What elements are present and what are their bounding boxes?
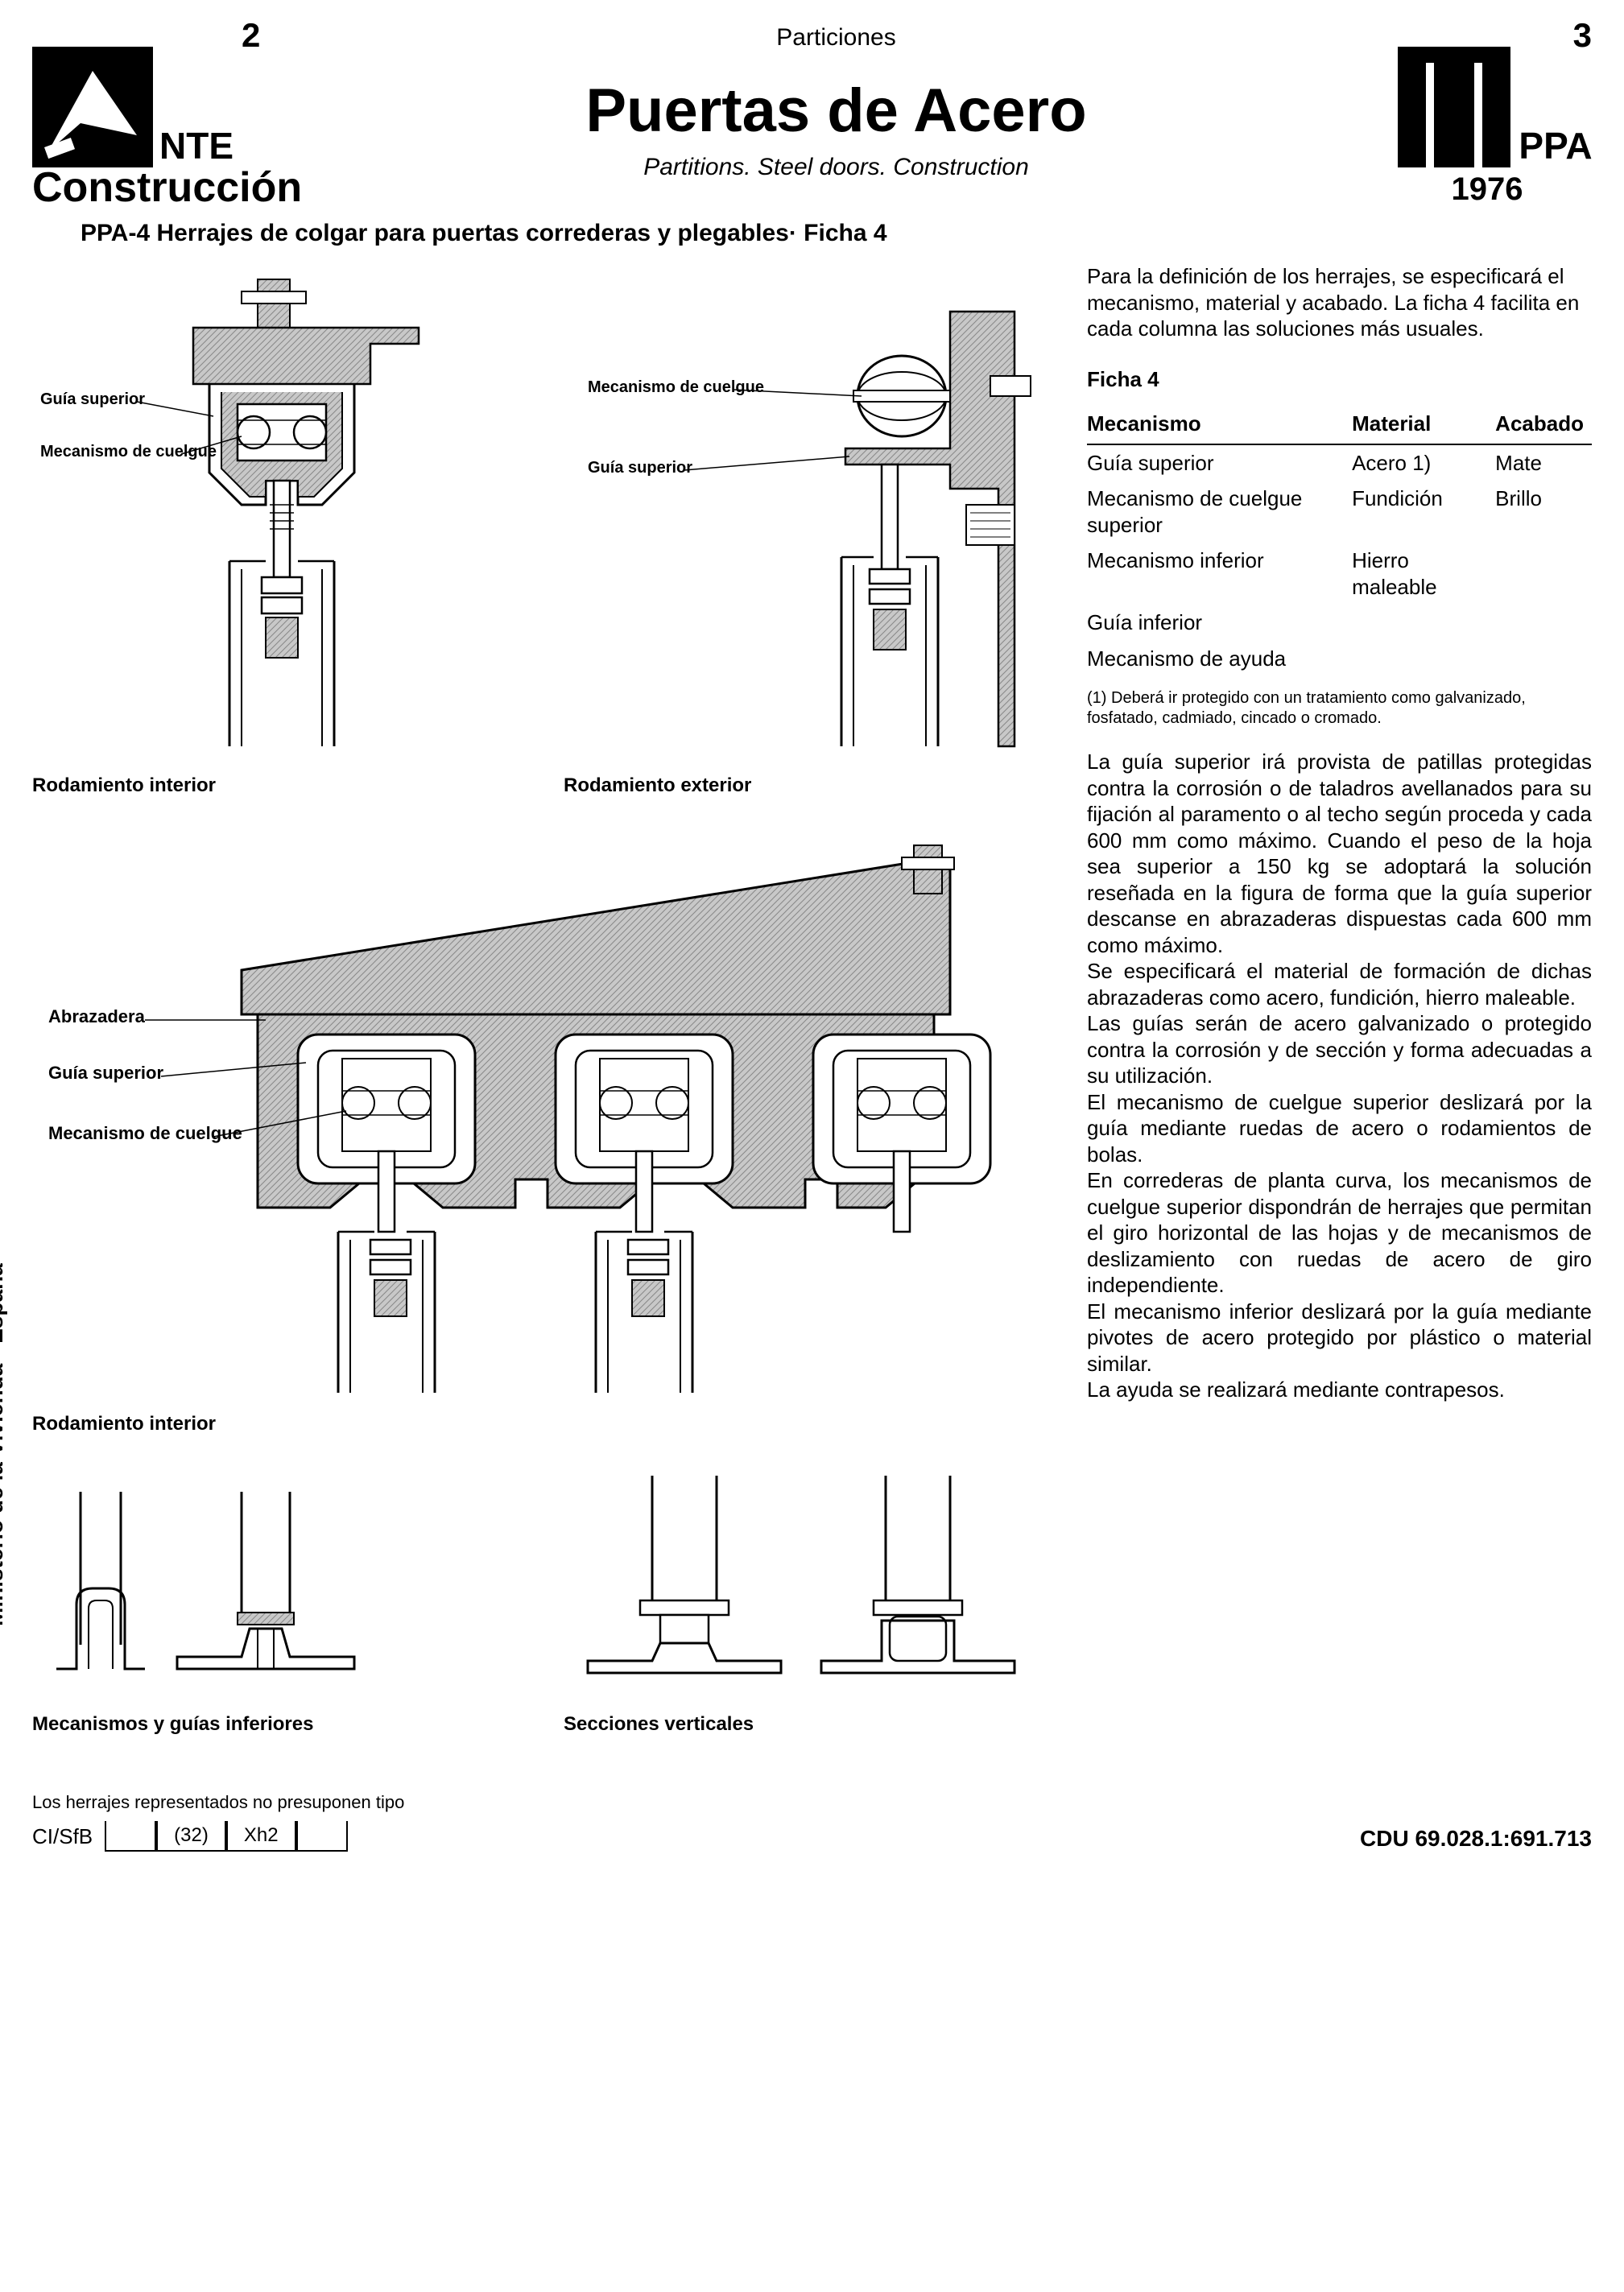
- classification-row: CI/SfB (32)Xh2: [32, 1821, 404, 1852]
- cdu-code: CDU 69.028.1:691.713: [1360, 1826, 1592, 1852]
- diagram-svg-1: Guía superior Mecanismo de cuelgue: [32, 263, 531, 762]
- body-paragraph: En correderas de planta curva, los mecan…: [1087, 1167, 1592, 1299]
- th-material: Material: [1352, 404, 1495, 444]
- table-cell: [1495, 641, 1592, 677]
- ficha-label: Ficha 4: [1087, 366, 1592, 393]
- diagram-svg-3: Abrazadera Guía superior Mecanismo de cu…: [32, 821, 1063, 1401]
- label-abr-3: Abrazadera: [48, 1006, 146, 1026]
- diagrams-column: Guía superior Mecanismo de cuelgue Rodam…: [32, 263, 1063, 1760]
- class-boxes: (32)Xh2: [105, 1821, 347, 1852]
- ministry-vertical-text: Ministerio de la Vivienda - España: [0, 1263, 8, 1626]
- table-cell: [1495, 605, 1592, 641]
- footer-left: Los herrajes representados no presuponen…: [32, 1792, 404, 1852]
- table-cell: [1495, 543, 1592, 605]
- page-footer: Los herrajes representados no presuponen…: [32, 1792, 1592, 1852]
- body-paragraph: El mecanismo de cuelgue superior desliza…: [1087, 1089, 1592, 1168]
- table-cell: Guía superior: [1087, 444, 1352, 481]
- table-cell: [1352, 605, 1495, 641]
- subheading: PPA-4 Herrajes de colgar para puertas co…: [81, 220, 1592, 247]
- class-label: CI/SfB: [32, 1824, 93, 1849]
- door-icon: [1398, 47, 1510, 167]
- table-row: Guía inferior: [1087, 605, 1592, 641]
- diagram-svg-5: [564, 1460, 1063, 1701]
- label-mec-3: Mecanismo de cuelgue: [48, 1123, 242, 1143]
- header-left-block: 2 NTE Construcción: [32, 16, 290, 212]
- diagram-interior-bearing: Guía superior Mecanismo de cuelgue Rodam…: [32, 263, 531, 797]
- diagram-vertical-sections: Secciones verticales: [564, 1460, 1063, 1736]
- body-paragraph: El mecanismo inferior deslizará por la g…: [1087, 1299, 1592, 1377]
- class-box: [105, 1821, 156, 1852]
- class-box: [296, 1821, 348, 1852]
- page-header: 2 NTE Construcción Particiones Puertas d…: [32, 16, 1592, 212]
- subtitle-italic: Partitions. Steel doors. Construction: [306, 154, 1366, 181]
- footer-note: Los herrajes representados no presuponen…: [32, 1792, 404, 1813]
- table-cell: Fundición: [1352, 481, 1495, 543]
- header-right-block: 3 PPA 1976: [1382, 16, 1592, 208]
- table-cell: [1352, 641, 1495, 677]
- year-label: 1976: [1452, 171, 1523, 208]
- main-title: Puertas de Acero: [306, 76, 1366, 146]
- table-row: Mecanismo de ayuda: [1087, 641, 1592, 677]
- table-cell: Mecanismo de cuelgue superior: [1087, 481, 1352, 543]
- diagram-row-3: Mecanismos y guías inferiores: [32, 1460, 1063, 1736]
- table-footnote: (1) Deberá ir protegido con un tratamien…: [1087, 688, 1592, 729]
- right-column: Para la definición de los herrajes, se e…: [1087, 263, 1592, 1760]
- nte-label: NTE: [159, 124, 233, 167]
- diagram-svg-4: [32, 1460, 531, 1701]
- table-cell: Mate: [1495, 444, 1592, 481]
- body-paragraph: La ayuda se realizará mediante contrapes…: [1087, 1377, 1592, 1403]
- body-paragraph: Se especificará el material de formación…: [1087, 958, 1592, 1010]
- table-row: Guía superiorAcero 1)Mate: [1087, 444, 1592, 481]
- particiones-label: Particiones: [306, 24, 1366, 52]
- diagram-exterior-bearing: Mecanismo de cuelgue Guía superior Rodam…: [564, 263, 1063, 797]
- table-cell: Mecanismo de ayuda: [1087, 641, 1352, 677]
- diagram-bottom-guides: Mecanismos y guías inferiores: [32, 1460, 531, 1736]
- class-box: (32): [156, 1821, 226, 1852]
- caption-d4: Mecanismos y guías inferiores: [32, 1713, 531, 1736]
- intro-paragraph: Para la definición de los herrajes, se e…: [1087, 263, 1592, 342]
- table-row: Mecanismo de cuelgue superiorFundiciónBr…: [1087, 481, 1592, 543]
- table-row: Mecanismo inferiorHierro maleable: [1087, 543, 1592, 605]
- table-cell: Hierro maleable: [1352, 543, 1495, 605]
- th-acabado: Acabado: [1495, 404, 1592, 444]
- table-cell: Mecanismo inferior: [1087, 543, 1352, 605]
- label-guia-2: Guía superior: [588, 459, 692, 477]
- class-box: Xh2: [226, 1821, 296, 1852]
- caption-d2: Rodamiento exterior: [564, 774, 1063, 797]
- th-mecanismo: Mecanismo: [1087, 404, 1352, 444]
- content-area: Guía superior Mecanismo de cuelgue Rodam…: [32, 263, 1592, 1760]
- table-cell: Acero 1): [1352, 444, 1495, 481]
- label-guia-3: Guía superior: [48, 1063, 163, 1083]
- spec-table: Mecanismo Material Acabado Guía superior…: [1087, 404, 1592, 676]
- page-number-left: 2: [242, 16, 260, 55]
- diagram-svg-2: Mecanismo de cuelgue Guía superior: [564, 263, 1063, 762]
- table-cell: Brillo: [1495, 481, 1592, 543]
- header-center-block: Particiones Puertas de Acero Partitions.…: [306, 16, 1366, 181]
- body-paragraph: Las guías serán de acero galvanizado o p…: [1087, 1010, 1592, 1089]
- table-cell: Guía inferior: [1087, 605, 1352, 641]
- label-mec-2: Mecanismo de cuelgue: [588, 378, 764, 396]
- body-paragraph: La guía superior irá provista de patilla…: [1087, 749, 1592, 958]
- nte-logo-block: NTE: [32, 47, 233, 167]
- label-guia-sup-1: Guía superior: [40, 390, 145, 408]
- caption-d3: Rodamiento interior: [32, 1413, 1063, 1435]
- body-text: La guía superior irá provista de patilla…: [1087, 749, 1592, 1403]
- diagram-triple-roller: Abrazadera Guía superior Mecanismo de cu…: [32, 821, 1063, 1435]
- caption-d1: Rodamiento interior: [32, 774, 531, 797]
- caption-d5: Secciones verticales: [564, 1713, 1063, 1736]
- ppa-label: PPA: [1519, 124, 1592, 167]
- diagram-row-1: Guía superior Mecanismo de cuelgue Rodam…: [32, 263, 1063, 797]
- construccion-label: Construcción: [32, 163, 302, 212]
- trowel-icon: [32, 47, 153, 167]
